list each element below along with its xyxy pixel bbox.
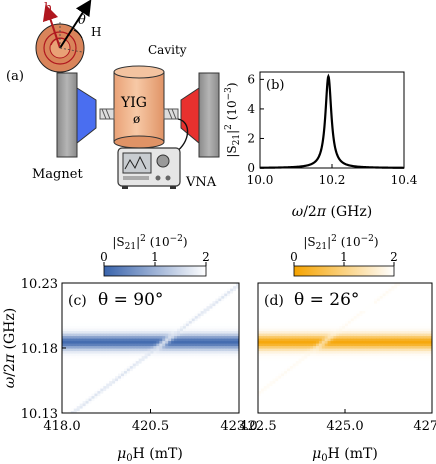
- colorbar-blue-label: |S21|2 (10−2): [112, 234, 187, 252]
- colorbar-blue: |S21|2 (10−2) 0 1 2: [100, 234, 210, 277]
- colorbar-tick-label: 2: [202, 250, 210, 264]
- y-ticks-b: 0 2 4 6: [247, 72, 264, 175]
- x-tick-label: 422.5: [239, 419, 276, 434]
- vna-instrument-icon: [117, 118, 189, 189]
- y-tick-label-c: 10.18: [21, 342, 58, 357]
- x-tick-label: 423.0: [220, 419, 257, 434]
- coax-connectors: [99, 108, 179, 120]
- panel-label-b: (b): [266, 78, 284, 93]
- chart-panel-c: (c) θ = 90° 418.0 420.5 423.0 10.1310.1810…: [2, 277, 258, 464]
- colorbar-tick-label: 0: [290, 250, 298, 264]
- ylabel-b: |S21|2 (10−3): [224, 82, 242, 157]
- xlabel-d: μ0H (mT): [312, 446, 378, 464]
- x-tick-label-b: 10.0: [247, 173, 274, 187]
- y-tick-label-b: 6: [247, 72, 255, 86]
- title-c: θ = 90°: [98, 290, 163, 310]
- y-tick-label-b: 0: [247, 161, 255, 175]
- cavity-cylinder: YIG ø: [99, 65, 179, 149]
- x-ticks-c: 418.0 420.5 423.0: [43, 409, 258, 434]
- vna-label: VNA: [185, 175, 217, 190]
- diameter-label: ø: [133, 112, 140, 126]
- y-tick-label-c: 10.23: [21, 277, 58, 292]
- colorbar-tick-label: 1: [340, 250, 348, 264]
- colorbar-tick-label: 1: [151, 250, 159, 264]
- y-ticks-c: 10.13 10.18 10.23: [21, 277, 66, 422]
- colorbar-orange-gradient: [293, 265, 395, 277]
- yig-disk-diagram: h θ H: [35, 0, 101, 73]
- magnet-label: Magnet: [32, 167, 83, 182]
- x-tick-label-b: 10.2: [319, 173, 346, 187]
- schematic-panel-a: (a) h θ H Cavity: [6, 0, 220, 190]
- x-tick-label: 420.5: [132, 419, 169, 434]
- colorbar-tick-label: 0: [100, 250, 108, 264]
- h-field-arrow-icon: [42, 4, 61, 49]
- colorbar-orange-ticks: 0 1 2: [290, 250, 398, 266]
- panel-label-c: (c): [68, 293, 87, 309]
- x-ticks-b: 10.0 10.2 10.4: [247, 164, 418, 187]
- xlabel-b: ω/2π (GHz): [292, 204, 372, 220]
- chart-panel-b: (b) 10.0 10.2 10.4 0 2 4 6 ω/2π (GHz) |S21|2 …: [224, 71, 418, 220]
- panel-label-d: (d): [264, 293, 284, 309]
- cavity-label: Cavity: [148, 43, 187, 57]
- y-tick-label-b: 2: [247, 131, 255, 145]
- ylabel-c: ω/2π (GHz): [2, 308, 18, 388]
- magnet-right: [180, 72, 220, 158]
- series-line-b: [259, 73, 404, 169]
- colorbar-blue-ticks: 0 1 2: [100, 250, 210, 266]
- theta-label: θ: [78, 13, 86, 28]
- H-field-arrow-icon: [59, 0, 92, 49]
- chart-panel-d: (d) θ = 26° 422.5 425.0 427.5 μ0H (mT): [239, 282, 436, 464]
- h-label: h: [44, 1, 53, 16]
- x-tick-label-b: 10.4: [391, 173, 418, 187]
- colorbar-tick-label: 2: [390, 250, 398, 264]
- x-tick-label: 425.0: [326, 419, 363, 434]
- x-ticks-d: 422.5 425.0 427.5: [239, 409, 436, 434]
- xlabel-c: μ0H (mT): [117, 446, 183, 464]
- colorbar-blue-gradient: [103, 265, 207, 277]
- y-tick-label-b: 4: [247, 102, 255, 116]
- yig-label: YIG: [120, 95, 147, 111]
- panel-label-a: (a): [6, 69, 24, 84]
- magnet-left: [56, 72, 97, 158]
- H-label: H: [91, 25, 101, 39]
- y-tick-label-c: 10.13: [21, 407, 58, 422]
- x-tick-label: 418.0: [43, 419, 80, 434]
- x-tick-label: 427.5: [413, 419, 436, 434]
- title-d: θ = 26°: [294, 290, 359, 310]
